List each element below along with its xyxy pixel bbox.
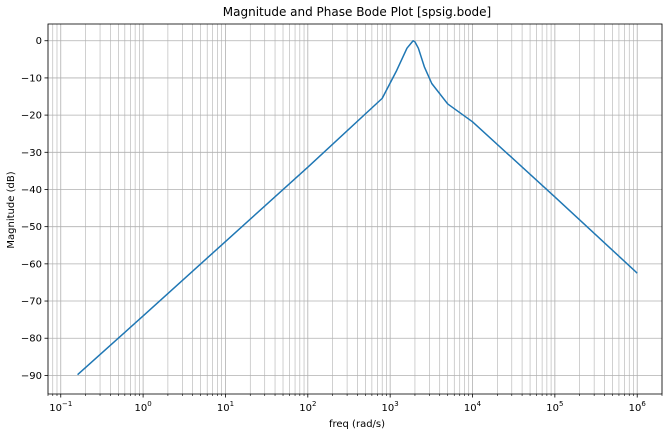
x-axis-ticks: 10−1 100 101 102 103 104 105 106 (47, 394, 663, 414)
y-axis-label: Magnitude (dB) (6, 171, 17, 248)
x-tick-label: 10−1 (49, 400, 72, 414)
y-tick-label: 0 (36, 36, 42, 47)
grid (47, 24, 663, 394)
y-axis-ticks: 0 −10 −20 −30 −40 −50 −60 −70 −80 −90 (21, 36, 48, 382)
series-layer (77, 39, 638, 376)
y-tick-label: −10 (21, 73, 42, 84)
x-tick-label: 100 (135, 400, 152, 414)
chart-title: Magnitude and Phase Bode Plot [spsig.bod… (223, 5, 491, 19)
y-tick-label: −90 (21, 371, 42, 382)
y-tick-label: −50 (21, 222, 42, 233)
y-tick-label: −70 (21, 297, 42, 308)
x-tick-label: 105 (546, 400, 563, 414)
y-tick-label: −30 (21, 148, 42, 159)
y-tick-label: −20 (21, 111, 42, 122)
y-tick-label: −80 (21, 334, 42, 345)
magnitude-series-line (77, 39, 638, 376)
x-tick-label: 103 (382, 400, 399, 414)
y-tick-label: −60 (21, 259, 42, 270)
x-tick-label: 104 (464, 400, 482, 414)
x-tick-label: 101 (217, 400, 234, 414)
x-axis-label: freq (rad/s) (329, 419, 385, 430)
plot-frame (47, 23, 663, 395)
x-tick-label: 102 (299, 400, 316, 414)
x-tick-label: 106 (629, 400, 647, 414)
y-tick-label: −40 (21, 185, 42, 196)
